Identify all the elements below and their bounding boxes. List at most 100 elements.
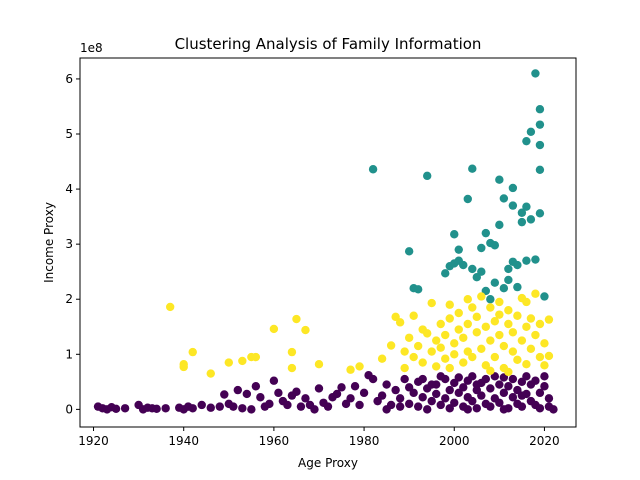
data-point bbox=[468, 164, 477, 173]
data-point bbox=[522, 256, 531, 265]
data-point bbox=[224, 358, 233, 367]
data-point bbox=[265, 399, 274, 409]
data-point bbox=[459, 260, 468, 270]
data-point bbox=[522, 372, 531, 381]
data-point bbox=[323, 402, 333, 411]
data-point bbox=[346, 365, 355, 374]
data-point bbox=[395, 394, 405, 403]
data-point bbox=[423, 171, 432, 181]
data-point bbox=[432, 362, 441, 371]
x-tick-label: 1980 bbox=[349, 434, 380, 448]
data-point bbox=[188, 404, 197, 413]
data-point bbox=[481, 374, 491, 384]
data-point bbox=[517, 208, 527, 217]
data-point bbox=[283, 400, 292, 410]
data-point bbox=[165, 302, 175, 312]
data-point bbox=[427, 396, 436, 406]
data-point bbox=[495, 380, 504, 389]
x-tick-label: 2000 bbox=[439, 434, 470, 448]
data-point bbox=[540, 372, 549, 381]
y-offset-label: 1e8 bbox=[80, 41, 103, 55]
data-point bbox=[427, 347, 436, 356]
data-point bbox=[513, 282, 522, 292]
data-point bbox=[526, 215, 536, 224]
data-point bbox=[495, 297, 504, 307]
data-point bbox=[490, 241, 500, 250]
data-point bbox=[256, 393, 265, 402]
data-point bbox=[477, 344, 486, 353]
data-point bbox=[495, 175, 504, 184]
data-point bbox=[544, 351, 554, 361]
data-point bbox=[152, 404, 161, 414]
data-point bbox=[233, 385, 243, 395]
data-point bbox=[531, 330, 540, 340]
y-axis: 0 1 2 3 4 5 6 bbox=[65, 72, 80, 416]
data-point bbox=[504, 306, 513, 315]
data-point bbox=[454, 308, 463, 318]
data-point bbox=[287, 363, 297, 373]
data-point bbox=[197, 400, 206, 410]
data-point bbox=[535, 388, 545, 398]
data-point bbox=[301, 325, 310, 335]
data-point bbox=[445, 363, 454, 373]
data-point bbox=[486, 303, 495, 312]
data-point bbox=[418, 393, 427, 402]
x-axis: 1920 1940 1960 1980 2000 2020 bbox=[78, 427, 560, 448]
data-point bbox=[251, 382, 261, 391]
data-point bbox=[540, 292, 549, 301]
data-point bbox=[495, 398, 504, 407]
data-point bbox=[445, 314, 454, 323]
data-point bbox=[450, 350, 459, 359]
data-point bbox=[472, 380, 481, 389]
data-point bbox=[517, 391, 527, 400]
data-point bbox=[229, 402, 238, 411]
data-point bbox=[486, 402, 495, 411]
data-point bbox=[432, 336, 441, 345]
data-point bbox=[477, 243, 486, 253]
y-tick-label: 3 bbox=[65, 237, 73, 251]
data-point bbox=[386, 341, 396, 350]
data-point bbox=[531, 289, 540, 298]
data-point bbox=[269, 324, 279, 334]
data-point bbox=[472, 328, 481, 337]
data-point bbox=[269, 376, 279, 385]
data-point bbox=[337, 383, 346, 392]
data-point bbox=[423, 405, 432, 414]
data-point bbox=[459, 333, 468, 342]
data-point bbox=[499, 341, 509, 351]
data-point bbox=[544, 315, 554, 324]
data-point bbox=[499, 405, 509, 414]
data-point bbox=[540, 382, 549, 391]
x-tick-label: 1940 bbox=[168, 434, 199, 448]
data-point bbox=[161, 404, 170, 413]
data-point bbox=[504, 382, 513, 391]
data-point bbox=[432, 389, 441, 399]
data-point bbox=[508, 374, 518, 384]
data-point bbox=[395, 402, 405, 411]
data-point bbox=[120, 404, 130, 413]
data-point bbox=[292, 314, 301, 324]
cluster-0-points bbox=[93, 371, 558, 414]
data-point bbox=[535, 105, 545, 114]
data-point bbox=[427, 380, 436, 389]
chart-title: Clustering Analysis of Family Informatio… bbox=[175, 35, 482, 53]
data-point bbox=[486, 336, 495, 345]
data-point bbox=[535, 140, 545, 150]
data-point bbox=[535, 352, 545, 362]
data-point bbox=[377, 391, 387, 400]
data-point bbox=[517, 336, 527, 345]
data-point bbox=[486, 384, 495, 393]
data-point bbox=[238, 404, 247, 413]
data-point bbox=[445, 300, 454, 309]
data-point bbox=[346, 394, 355, 403]
data-point bbox=[436, 319, 445, 329]
data-point bbox=[454, 373, 463, 382]
data-point bbox=[517, 402, 527, 411]
data-point bbox=[296, 402, 306, 411]
data-point bbox=[495, 310, 504, 319]
data-point bbox=[535, 319, 545, 329]
data-point bbox=[499, 284, 509, 293]
y-tick-label: 6 bbox=[65, 72, 73, 86]
data-point bbox=[535, 165, 545, 175]
